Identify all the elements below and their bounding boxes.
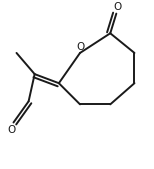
Text: O: O — [8, 125, 16, 135]
Text: O: O — [114, 2, 122, 12]
Text: O: O — [76, 42, 84, 52]
